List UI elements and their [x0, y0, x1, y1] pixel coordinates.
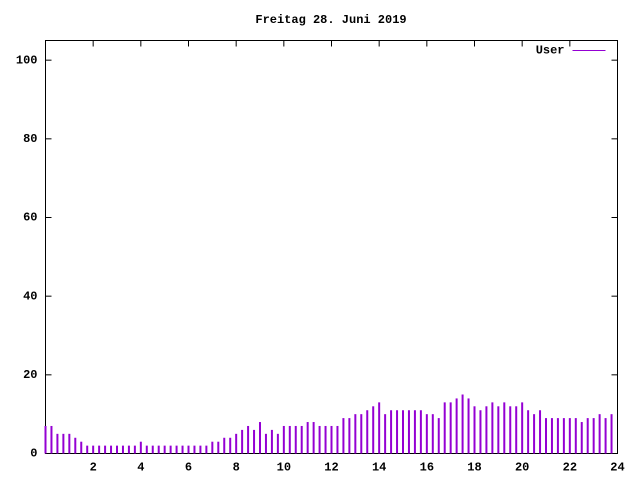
x-tick-label: 10 — [277, 461, 291, 475]
y-tick-label: 20 — [23, 368, 37, 382]
plot-frame — [45, 40, 618, 454]
x-tick-label: 2 — [90, 461, 97, 475]
x-tick-label: 14 — [372, 461, 386, 475]
x-tick-label: 4 — [137, 461, 144, 475]
y-tick-label: 100 — [16, 53, 38, 67]
y-tick-label: 0 — [30, 447, 37, 461]
x-tick-label: 18 — [467, 461, 481, 475]
x-tick-label: 22 — [563, 461, 577, 475]
x-tick-label: 20 — [515, 461, 529, 475]
y-tick-label: 60 — [23, 211, 37, 225]
y-tick-label: 40 — [23, 289, 37, 303]
x-tick-label: 12 — [324, 461, 338, 475]
x-tick-label: 16 — [420, 461, 434, 475]
x-tick-label: 6 — [185, 461, 192, 475]
legend-label: User — [536, 44, 565, 58]
x-tick-label: 24 — [610, 461, 624, 475]
y-tick-label: 80 — [23, 132, 37, 146]
x-tick-label: 8 — [233, 461, 240, 475]
chart-title: Freitag 28. Juni 2019 — [255, 13, 406, 27]
